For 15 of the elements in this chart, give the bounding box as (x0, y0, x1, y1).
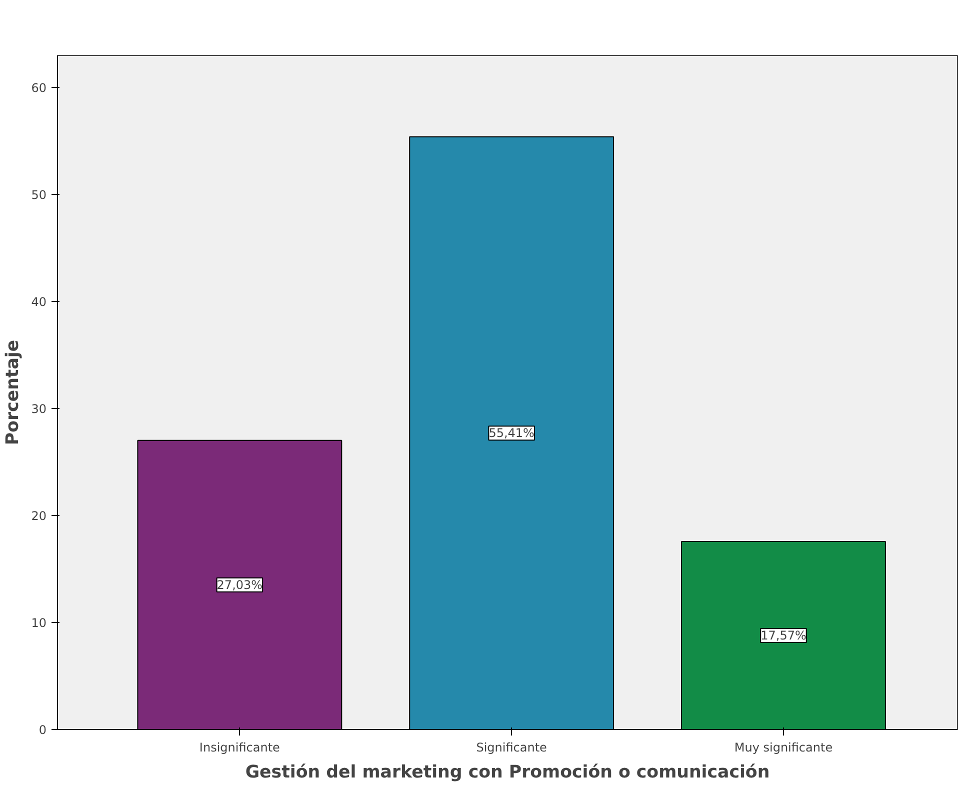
y-tick-label: 60 (31, 81, 47, 96)
y-axis-title: Porcentaje (3, 340, 24, 446)
x-axis-title: Gestión del marketing con Promoción o comunicación (245, 762, 770, 782)
data-label: 17,57% (760, 628, 806, 643)
y-tick-label: 30 (31, 402, 47, 416)
y-tick-label: 20 (31, 509, 47, 524)
y-tick-label: 10 (31, 616, 47, 630)
y-tick-label: 50 (31, 188, 47, 202)
data-label: 27,03% (216, 578, 263, 592)
x-tick-label: Insignificante (199, 740, 280, 754)
y-tick-label: 40 (31, 295, 47, 310)
x-tick-label: Significante (476, 740, 547, 754)
data-label: 55,41% (488, 426, 534, 440)
x-tick-label: Muy significante (734, 740, 833, 754)
y-tick-label: 0 (38, 723, 47, 737)
